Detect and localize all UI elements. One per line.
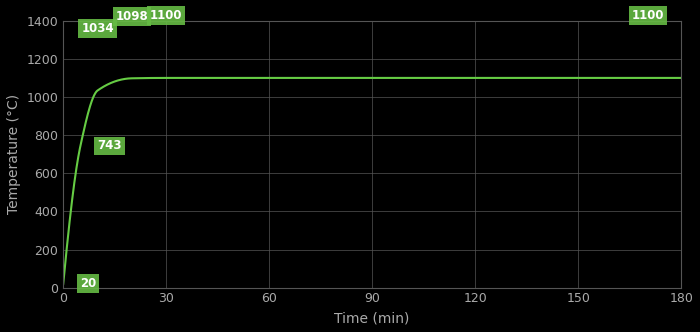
Text: 1098: 1098 xyxy=(116,10,148,23)
Text: 20: 20 xyxy=(80,277,96,290)
Text: 1100: 1100 xyxy=(150,9,183,22)
Text: 743: 743 xyxy=(97,139,122,152)
Y-axis label: Temperature (°C): Temperature (°C) xyxy=(7,94,21,214)
Text: 1100: 1100 xyxy=(632,9,664,22)
Text: 1034: 1034 xyxy=(81,22,114,35)
X-axis label: Time (min): Time (min) xyxy=(335,311,410,325)
